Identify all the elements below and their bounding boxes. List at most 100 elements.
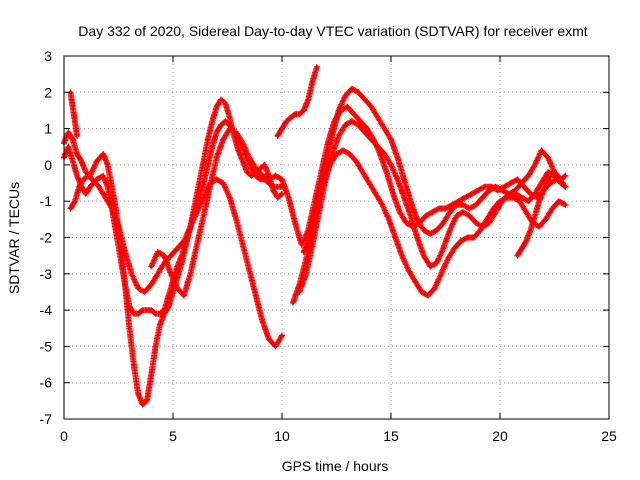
data-point bbox=[158, 323, 162, 327]
data-point bbox=[315, 65, 319, 69]
data-point bbox=[354, 159, 358, 163]
data-point bbox=[245, 170, 249, 174]
data-point bbox=[228, 123, 232, 127]
data-point bbox=[254, 166, 258, 171]
data-point bbox=[195, 243, 199, 247]
x-tick-label: 0 bbox=[60, 428, 68, 444]
data-point bbox=[280, 333, 284, 338]
data-point bbox=[515, 254, 520, 258]
data-point bbox=[127, 326, 131, 330]
data-point bbox=[260, 174, 264, 178]
data-point bbox=[116, 225, 121, 229]
data-point bbox=[188, 272, 193, 276]
data-point bbox=[424, 214, 428, 218]
series-markers bbox=[296, 118, 569, 295]
data-point bbox=[284, 119, 288, 123]
data-point bbox=[276, 134, 280, 138]
data-point bbox=[395, 156, 400, 160]
data-point bbox=[472, 235, 476, 240]
data-point bbox=[467, 214, 472, 218]
y-tick-label: -7 bbox=[40, 411, 53, 427]
data-point bbox=[136, 391, 140, 396]
data-point bbox=[302, 250, 306, 254]
data-point bbox=[321, 181, 326, 185]
data-point bbox=[280, 192, 284, 196]
data-point bbox=[271, 185, 275, 189]
data-point bbox=[437, 206, 441, 211]
y-tick-label: -1 bbox=[40, 193, 53, 209]
y-tick-label: -3 bbox=[40, 266, 53, 282]
data-point bbox=[337, 108, 341, 113]
data-point bbox=[247, 156, 251, 160]
data-point bbox=[101, 174, 105, 178]
data-point bbox=[97, 185, 101, 189]
data-point bbox=[169, 272, 173, 276]
data-point bbox=[306, 97, 310, 102]
data-point bbox=[188, 225, 193, 229]
data-point bbox=[465, 235, 469, 240]
data-point bbox=[376, 116, 380, 120]
data-point bbox=[182, 293, 186, 298]
data-point bbox=[539, 181, 544, 185]
data-point bbox=[491, 206, 496, 211]
data-point bbox=[350, 87, 354, 91]
data-point bbox=[132, 312, 136, 316]
data-point bbox=[262, 163, 267, 167]
y-tick-label: -5 bbox=[40, 338, 53, 354]
x-tick-label: 25 bbox=[601, 428, 617, 444]
data-point bbox=[520, 246, 524, 250]
data-point bbox=[563, 185, 568, 189]
data-point bbox=[356, 123, 360, 127]
data-point bbox=[71, 105, 75, 109]
data-point bbox=[223, 119, 227, 123]
data-point bbox=[382, 127, 387, 131]
data-point bbox=[511, 195, 515, 200]
data-point bbox=[358, 119, 363, 123]
data-point bbox=[520, 181, 524, 185]
data-point bbox=[520, 195, 524, 200]
data-point bbox=[106, 163, 110, 167]
series-track-6 bbox=[296, 118, 569, 295]
data-point bbox=[86, 174, 90, 178]
data-point bbox=[215, 105, 219, 109]
data-point bbox=[84, 192, 88, 196]
data-point bbox=[343, 94, 347, 98]
data-point bbox=[180, 254, 184, 258]
data-point bbox=[228, 116, 232, 120]
data-point bbox=[143, 290, 147, 294]
series-markers bbox=[300, 147, 569, 299]
data-point bbox=[485, 217, 489, 221]
data-point bbox=[254, 293, 258, 298]
data-point bbox=[352, 112, 356, 116]
x-axis-label: GPS time / hours bbox=[282, 458, 389, 474]
data-point bbox=[149, 373, 153, 378]
data-point bbox=[267, 181, 271, 185]
data-point bbox=[90, 177, 94, 182]
data-point bbox=[393, 235, 397, 240]
data-point bbox=[341, 148, 345, 152]
data-point bbox=[210, 119, 214, 123]
data-point bbox=[515, 177, 520, 182]
data-point bbox=[149, 283, 153, 287]
data-point bbox=[463, 195, 467, 200]
data-point bbox=[504, 195, 509, 200]
data-point bbox=[106, 185, 110, 189]
data-point bbox=[260, 319, 264, 323]
data-point bbox=[293, 112, 297, 116]
data-point bbox=[215, 177, 219, 182]
data-point bbox=[498, 199, 502, 203]
data-point bbox=[550, 170, 554, 174]
y-tick-label: 2 bbox=[44, 84, 52, 100]
series-track-10 bbox=[67, 89, 81, 139]
data-point bbox=[201, 214, 206, 218]
data-point bbox=[291, 301, 295, 305]
data-point bbox=[537, 199, 541, 203]
data-point bbox=[169, 254, 173, 258]
data-point bbox=[234, 130, 238, 134]
data-point bbox=[365, 127, 369, 131]
data-point bbox=[513, 192, 517, 196]
data-point bbox=[153, 344, 158, 348]
data-point bbox=[280, 177, 284, 182]
data-point bbox=[241, 243, 245, 247]
